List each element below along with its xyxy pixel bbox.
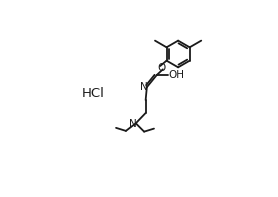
- Text: HCl: HCl: [82, 87, 105, 100]
- Text: O: O: [157, 63, 165, 72]
- Text: N: N: [140, 82, 148, 92]
- Text: OH: OH: [168, 70, 185, 80]
- Text: N: N: [130, 119, 137, 129]
